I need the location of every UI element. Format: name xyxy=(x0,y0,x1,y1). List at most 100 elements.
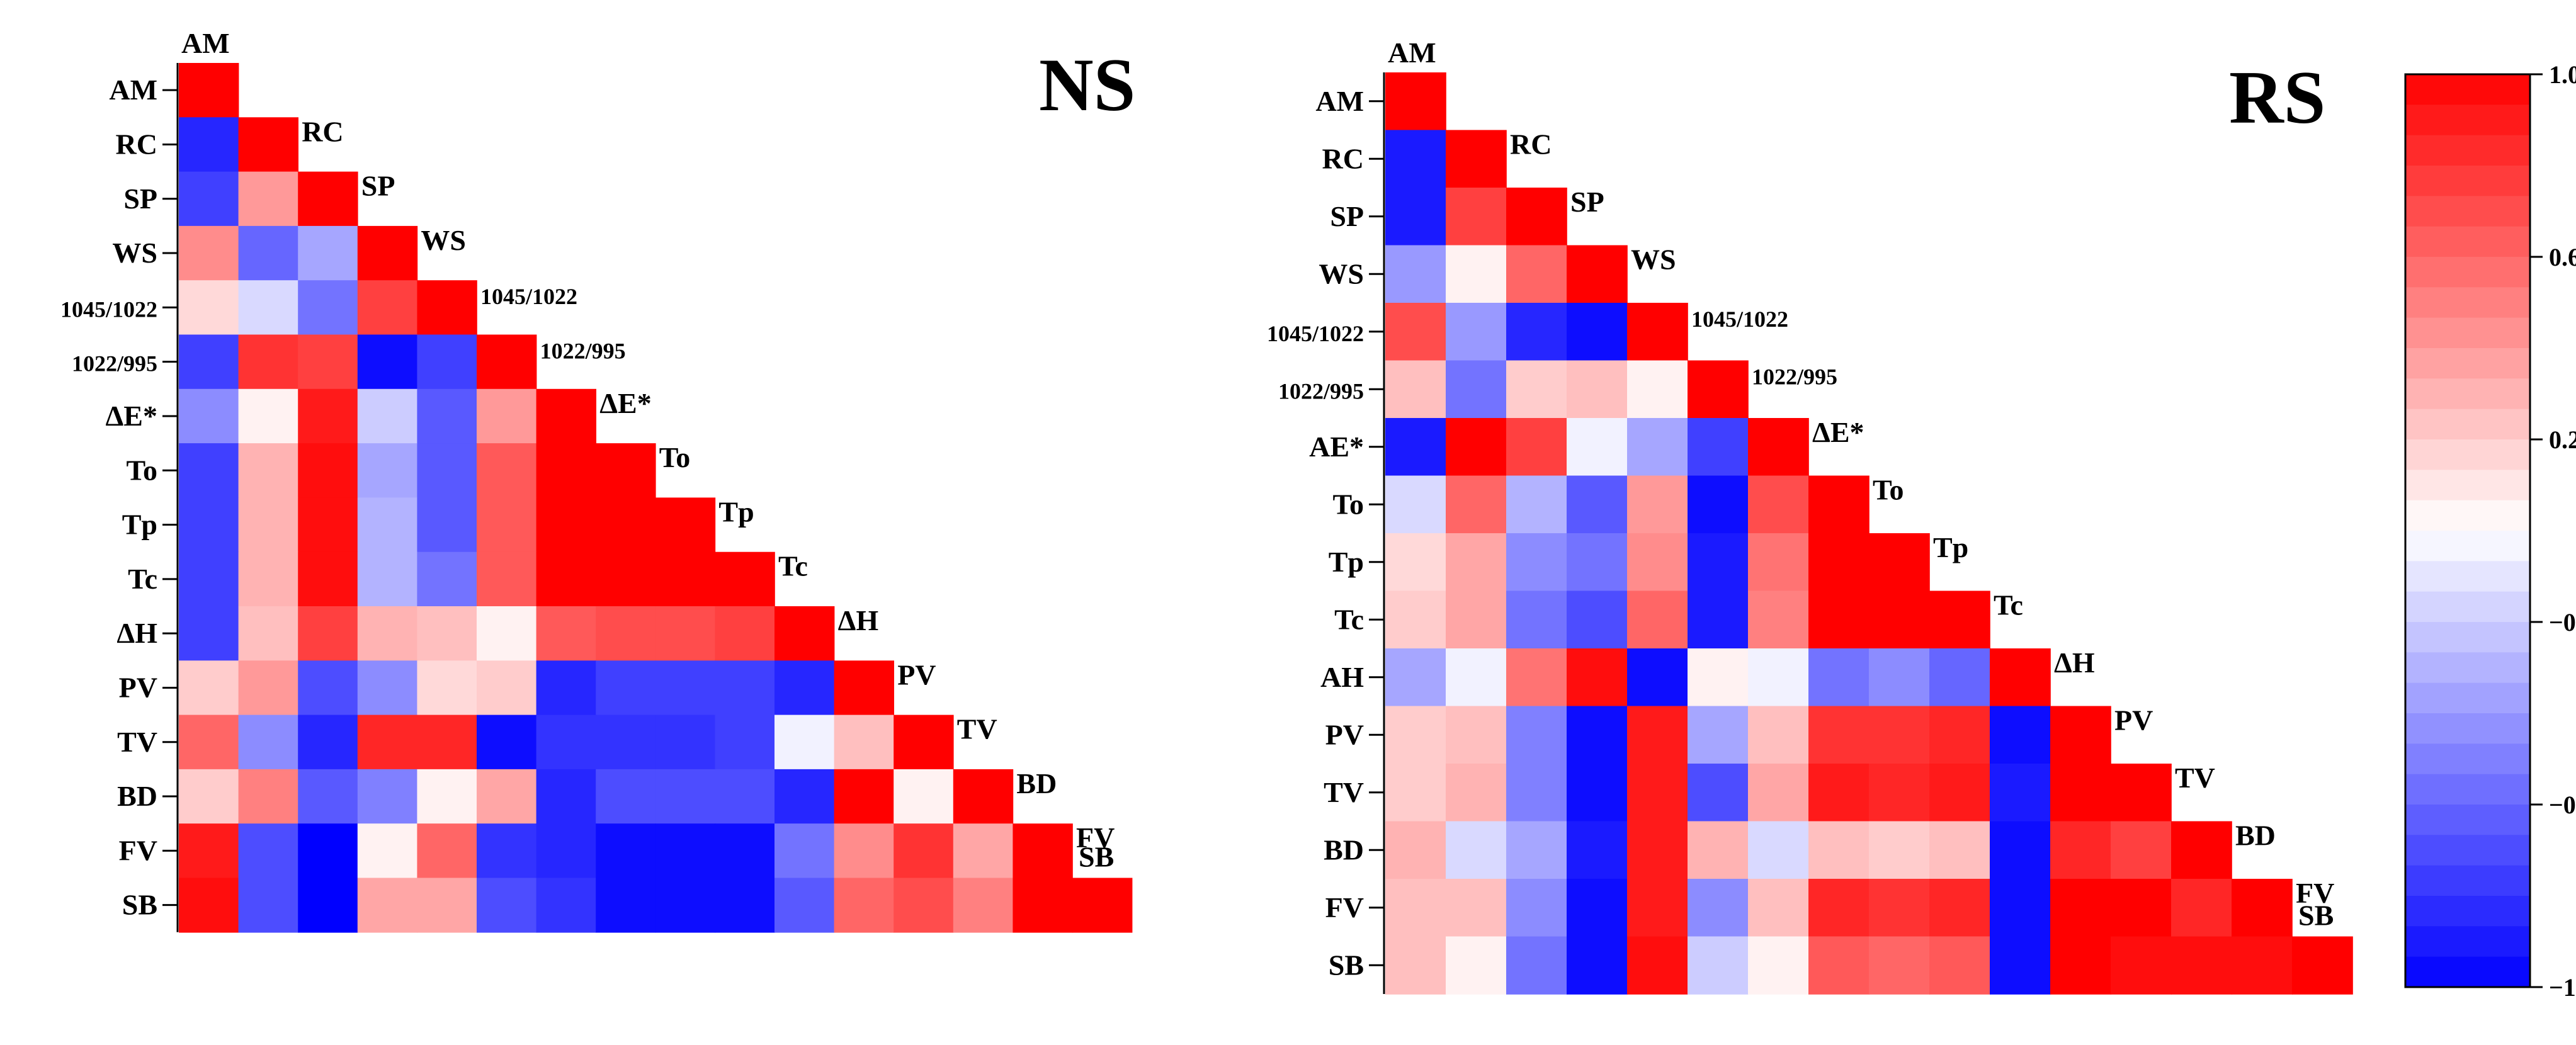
ns-cell-12-2 xyxy=(298,715,358,770)
colorbar-step xyxy=(2405,835,2530,866)
rs-cell-4-0 xyxy=(1385,303,1446,361)
colorbar-step xyxy=(2405,591,2530,623)
colorbar-step xyxy=(2405,409,2530,440)
rs-cell-12-0 xyxy=(1385,764,1446,822)
colorbar-step xyxy=(2405,805,2530,835)
ns-diag-label: WS xyxy=(421,224,466,256)
ns-row-label: RC xyxy=(116,128,157,160)
ns-cell-14-10 xyxy=(775,823,835,879)
rs-cell-6-4 xyxy=(1627,418,1688,477)
colorbar-step xyxy=(2405,317,2530,349)
ns-cell-15-8 xyxy=(655,878,716,933)
rs-cell-3-3 xyxy=(1567,245,1628,303)
ns-cell-9-7 xyxy=(596,551,656,607)
rs-row-label: Tp xyxy=(1329,546,1364,578)
ns-cell-8-2 xyxy=(298,497,358,553)
rs-cell-14-8 xyxy=(1869,879,1930,937)
rs-row-label: SB xyxy=(1329,949,1364,981)
ns-cell-6-1 xyxy=(238,388,298,444)
rs-cell-15-11 xyxy=(2050,936,2111,995)
ns-cell-14-0 xyxy=(179,823,239,879)
rs-cell-6-2 xyxy=(1506,418,1567,477)
ns-cell-13-5 xyxy=(477,769,537,824)
ns-diag-label: 1045/1022 xyxy=(480,284,577,309)
ns-cell-12-10 xyxy=(775,715,835,770)
rs-cell-10-7 xyxy=(1808,648,1870,707)
ns-cell-15-7 xyxy=(596,878,656,933)
rs-cell-15-14 xyxy=(2232,936,2293,995)
rs-cell-8-7 xyxy=(1808,533,1870,592)
rs-cell-12-8 xyxy=(1869,764,1930,822)
ns-row-label: FV xyxy=(119,834,157,866)
rs-cell-15-0 xyxy=(1385,936,1446,995)
ns-row-label: Tc xyxy=(128,563,157,595)
ns-cell-14-13 xyxy=(953,823,1014,879)
ns-cell-13-4 xyxy=(417,769,477,824)
ns-cell-2-0 xyxy=(179,171,239,227)
rs-cell-5-3 xyxy=(1567,360,1628,419)
colorbar-tick-label: −1.0 xyxy=(2549,973,2576,1002)
rs-cell-14-12 xyxy=(2111,879,2172,937)
rs-row-label: AE* xyxy=(1309,431,1364,463)
colorbar-step xyxy=(2405,226,2530,257)
colorbar-step xyxy=(2405,682,2530,714)
ns-cell-8-4 xyxy=(417,497,477,553)
rs-cell-10-10 xyxy=(1990,648,2051,707)
rs-panel-title: RS xyxy=(2229,55,2325,139)
ns-cell-14-7 xyxy=(596,823,656,879)
ns-row-label: To xyxy=(127,454,157,486)
rs-cell-2-0 xyxy=(1385,188,1446,246)
ns-cell-3-3 xyxy=(357,225,418,281)
ns-cell-13-13 xyxy=(953,769,1014,824)
ns-diag-label: BD xyxy=(1016,767,1057,799)
ns-row-label: SP xyxy=(123,183,157,215)
rs-row-label: Tc xyxy=(1334,603,1364,635)
colorbar-step xyxy=(2405,713,2530,744)
ns-cell-0-0 xyxy=(179,63,239,118)
rs-cell-13-7 xyxy=(1808,821,1870,879)
ns-cell-6-0 xyxy=(179,388,239,444)
rs-cell-15-3 xyxy=(1567,936,1628,995)
ns-cell-15-1 xyxy=(238,878,298,933)
ns-cell-2-2 xyxy=(298,171,358,227)
ns-diag-label: PV xyxy=(897,658,936,691)
rs-cell-13-11 xyxy=(2050,821,2111,879)
rs-cell-15-15 xyxy=(2292,936,2353,995)
ns-cell-7-0 xyxy=(179,443,239,499)
ns-cell-9-4 xyxy=(417,551,477,607)
ns-cell-10-9 xyxy=(715,606,775,662)
rs-cell-15-1 xyxy=(1446,936,1507,995)
ns-cell-12-12 xyxy=(894,715,954,770)
ns-cell-12-8 xyxy=(655,715,716,770)
ns-cell-11-11 xyxy=(834,660,894,716)
ns-cell-3-0 xyxy=(179,225,239,281)
ns-cell-13-6 xyxy=(536,769,596,824)
colorbar-frame xyxy=(2404,73,2531,988)
rs-row-label: TV xyxy=(1324,776,1364,808)
rs-cell-14-13 xyxy=(2171,879,2232,937)
ns-cell-14-4 xyxy=(417,823,477,879)
rs-cell-9-7 xyxy=(1808,590,1870,649)
ns-cell-12-9 xyxy=(715,715,775,770)
ns-cell-14-9 xyxy=(715,823,775,879)
ns-cell-11-7 xyxy=(596,660,656,716)
rs-cell-15-9 xyxy=(1929,936,1990,995)
ns-cell-4-4 xyxy=(417,280,477,336)
ns-cell-8-1 xyxy=(238,497,298,553)
rs-cell-11-10 xyxy=(1990,706,2051,764)
ns-diag-label: AM xyxy=(181,27,230,59)
ns-cell-4-3 xyxy=(357,280,418,336)
rs-cell-12-7 xyxy=(1808,764,1870,822)
rs-cell-13-3 xyxy=(1567,821,1628,879)
rs-cell-11-1 xyxy=(1446,706,1507,764)
rs-cell-9-3 xyxy=(1567,590,1628,649)
ns-cell-14-2 xyxy=(298,823,358,879)
ns-cell-10-2 xyxy=(298,606,358,662)
rs-cell-4-3 xyxy=(1567,303,1628,361)
rs-cell-13-10 xyxy=(1990,821,2051,879)
ns-cell-13-3 xyxy=(357,769,418,824)
rs-row-label: BD xyxy=(1324,833,1364,866)
rs-cell-10-4 xyxy=(1627,648,1688,707)
rs-cell-14-1 xyxy=(1446,879,1507,937)
rs-cell-9-5 xyxy=(1688,590,1749,649)
